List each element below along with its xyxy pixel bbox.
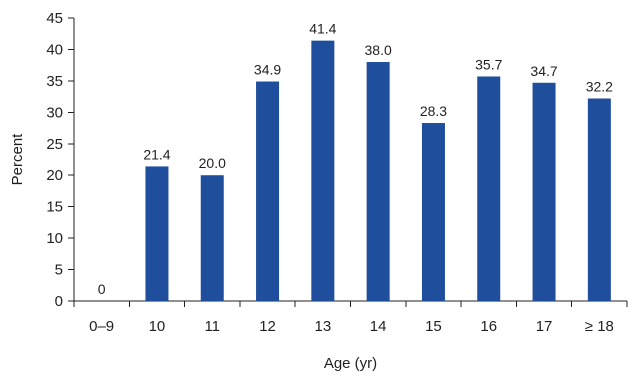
x-tick-label: 0–9 <box>89 318 114 335</box>
bar-value-label: 0 <box>98 281 106 297</box>
x-tick-label: 15 <box>425 318 442 335</box>
bar-value-label: 28.3 <box>420 103 447 119</box>
y-tick-label: 15 <box>46 199 63 216</box>
x-tick-label: 11 <box>204 318 220 335</box>
bar-value-label: 35.7 <box>475 56 502 72</box>
bar <box>145 166 169 301</box>
y-axis: 0 5 10 15 20 25 30 35 40 45 <box>46 10 75 310</box>
data-labels: 0 21.4 20.0 34.9 41.4 38.0 28.3 35.7 34.7 32.2 <box>98 21 613 297</box>
bar <box>366 62 390 302</box>
bar <box>256 81 280 301</box>
bar-value-label: 21.4 <box>143 146 170 162</box>
x-tick-label: 13 <box>315 318 332 335</box>
bar <box>587 98 611 302</box>
bar-value-label: 34.9 <box>254 62 281 78</box>
y-axis-title: Percent <box>9 133 26 186</box>
bar <box>311 40 335 301</box>
bar-value-label: 38.0 <box>365 42 392 58</box>
y-tick-label: 20 <box>46 167 63 184</box>
bar-value-label: 34.7 <box>530 63 557 79</box>
y-tick-label: 45 <box>46 10 63 27</box>
x-tick-label: 14 <box>370 318 387 335</box>
y-tick-label: 40 <box>46 41 63 58</box>
x-tick-label: 12 <box>259 318 276 335</box>
bar-value-label: 20.0 <box>199 155 226 171</box>
y-tick-label: 10 <box>46 230 63 247</box>
bars <box>145 40 611 302</box>
x-tick-label: 10 <box>149 318 166 335</box>
bar <box>200 175 224 301</box>
bar-value-label: 32.2 <box>586 78 613 94</box>
x-tick-label: 16 <box>480 318 497 335</box>
y-tick-label: 5 <box>55 262 63 279</box>
x-axis: 0–9 10 11 12 13 14 15 16 17 ≥ 18 <box>73 300 628 335</box>
x-tick-label: ≥ 18 <box>585 318 614 335</box>
y-tick-label: 25 <box>46 136 63 153</box>
y-tick-label: 0 <box>55 293 63 310</box>
bar <box>421 123 445 301</box>
bar-value-label: 41.4 <box>309 21 336 37</box>
bar <box>532 82 556 301</box>
x-axis-title: Age (yr) <box>324 355 377 372</box>
bar <box>477 76 501 301</box>
y-tick-label: 30 <box>46 104 63 121</box>
y-tick-label: 35 <box>46 73 63 90</box>
x-tick-label: 17 <box>536 318 553 335</box>
